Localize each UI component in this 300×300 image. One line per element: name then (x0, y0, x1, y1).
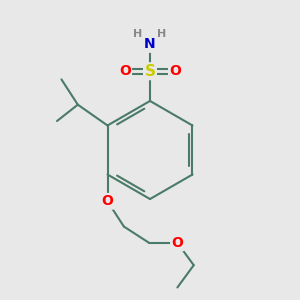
Text: O: O (171, 236, 183, 250)
Text: S: S (145, 64, 155, 79)
Text: O: O (102, 194, 113, 208)
Text: N: N (144, 38, 156, 52)
Text: H: H (157, 29, 167, 39)
Text: O: O (119, 64, 131, 78)
Text: O: O (169, 64, 181, 78)
Text: H: H (134, 29, 143, 39)
